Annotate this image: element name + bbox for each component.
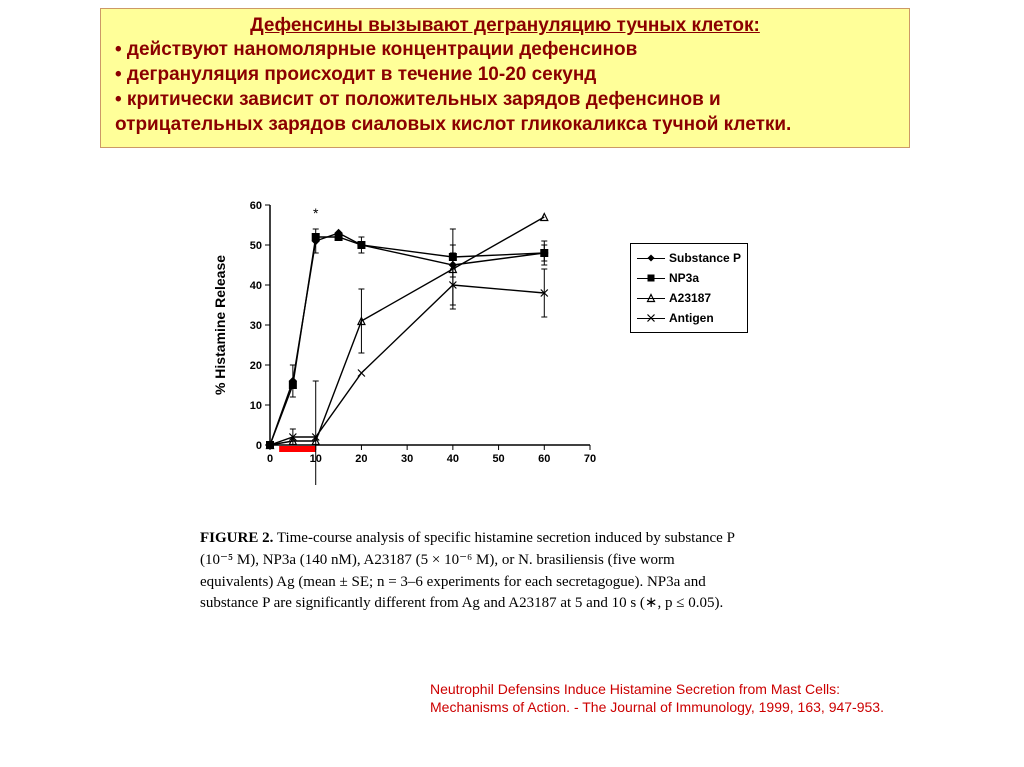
bullet-3: • критически зависит от положительных за…: [115, 87, 897, 112]
legend-item: A23187: [637, 288, 741, 308]
svg-text:60: 60: [250, 200, 262, 212]
svg-text:50: 50: [250, 240, 262, 252]
citation: Neutrophil Defensins Induce Histamine Se…: [430, 680, 930, 716]
svg-text:10: 10: [250, 400, 262, 412]
chart-svg: 0102030405060010203040506070% Histamine …: [200, 185, 920, 485]
svg-text:30: 30: [250, 320, 262, 332]
histamine-chart: 0102030405060010203040506070% Histamine …: [200, 185, 920, 485]
bullet-2: • дегрануляция происходит в течение 10-2…: [115, 62, 897, 87]
svg-text:% Histamine Release: % Histamine Release: [212, 255, 228, 395]
figure-caption: FIGURE 2. Time-course analysis of specif…: [200, 528, 750, 615]
chart-legend: Substance PNP3aA23187Antigen: [630, 243, 748, 333]
svg-text:60: 60: [538, 453, 550, 465]
svg-text:0: 0: [256, 440, 262, 452]
bullet-4: отрицательных зарядов сиаловых кислот гл…: [115, 112, 897, 137]
svg-text:30: 30: [401, 453, 413, 465]
svg-text:70: 70: [584, 453, 596, 465]
svg-text:20: 20: [250, 360, 262, 372]
figure-caption-text: Time-course analysis of specific histami…: [200, 530, 734, 611]
legend-item: NP3a: [637, 268, 741, 288]
svg-text:20: 20: [355, 453, 367, 465]
legend-item: Substance P: [637, 248, 741, 268]
svg-text:*: *: [313, 205, 319, 221]
citation-line-1: Neutrophil Defensins Induce Histamine Se…: [430, 680, 930, 698]
svg-text:40: 40: [447, 453, 459, 465]
legend-item: Antigen: [637, 308, 741, 328]
svg-text:40: 40: [250, 280, 262, 292]
citation-line-2: Mechanisms of Action. - The Journal of I…: [430, 698, 930, 716]
figure-label: FIGURE 2.: [200, 530, 273, 546]
header-box: Дефенсины вызывают дегрануляцию тучных к…: [100, 8, 910, 148]
bullet-1: • действуют наномолярные концентрации де…: [115, 37, 897, 62]
svg-text:50: 50: [492, 453, 504, 465]
svg-text:0: 0: [267, 453, 273, 465]
header-title: Дефенсины вызывают дегрануляцию тучных к…: [113, 15, 897, 37]
